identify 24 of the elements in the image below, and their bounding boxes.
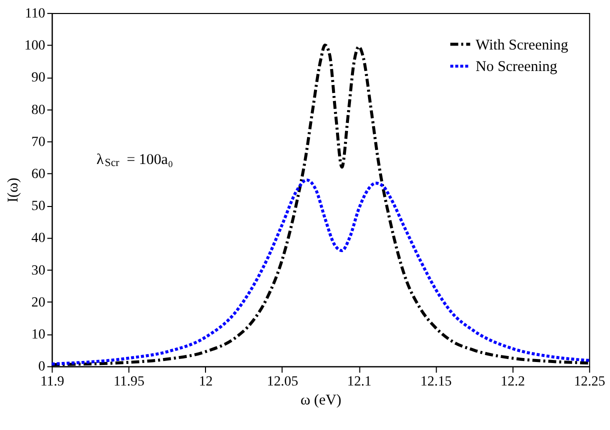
x-tick-label: 11.95 (114, 374, 144, 390)
x-tick-label: 12 (198, 374, 213, 390)
x-tick-label: 12.25 (574, 374, 606, 390)
y-tick-label: 10 (31, 328, 46, 343)
legend-label: No Screening (476, 59, 558, 76)
y-tick-label: 70 (31, 134, 46, 150)
y-tick-label: 0 (38, 360, 46, 375)
y-tick-label: 110 (24, 6, 46, 22)
x-tick-label: 12.05 (266, 374, 298, 390)
y-tick-label: 20 (31, 295, 46, 310)
y-tick-label: 50 (31, 199, 46, 214)
legend-label: With Screening (476, 37, 569, 54)
y-tick-label: 80 (31, 102, 46, 118)
y-tick-label: 100 (24, 38, 46, 54)
x-tick-label: 12.15 (420, 374, 452, 390)
y-tick-label: 60 (31, 167, 46, 182)
x-tick-label: 11.9 (40, 374, 64, 390)
y-tick-label: 40 (31, 231, 46, 246)
y-tick-label: 90 (31, 70, 46, 86)
x-tick-label: 12.1 (347, 374, 372, 390)
x-tick-label: 12.2 (500, 374, 526, 390)
x-axis-title: ω (eV) (300, 392, 342, 409)
y-axis-title: I(ω) (5, 178, 22, 202)
y-tick-label: 30 (31, 263, 46, 278)
